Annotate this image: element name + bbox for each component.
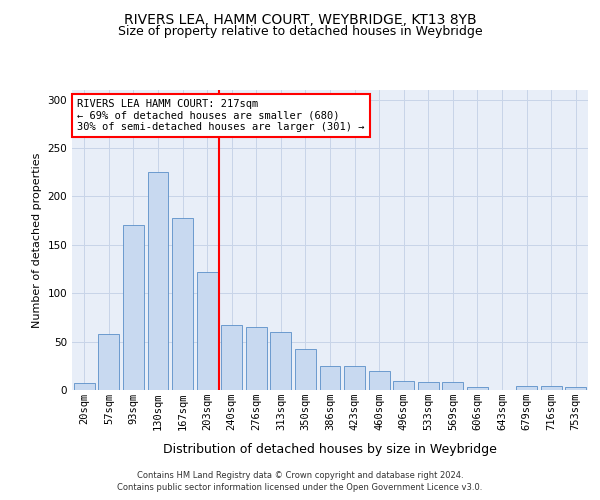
Bar <box>98 334 119 390</box>
Bar <box>344 366 365 390</box>
Bar <box>467 387 488 390</box>
Bar <box>246 327 267 390</box>
Bar <box>295 350 316 390</box>
Bar <box>393 382 414 390</box>
Text: Contains HM Land Registry data © Crown copyright and database right 2024.: Contains HM Land Registry data © Crown c… <box>137 471 463 480</box>
Bar <box>172 218 193 390</box>
Bar <box>565 387 586 390</box>
Bar <box>368 370 389 390</box>
Bar <box>221 325 242 390</box>
Bar <box>442 382 463 390</box>
Text: Distribution of detached houses by size in Weybridge: Distribution of detached houses by size … <box>163 442 497 456</box>
Bar <box>418 382 439 390</box>
Bar <box>516 386 537 390</box>
Bar <box>271 332 292 390</box>
Bar <box>123 226 144 390</box>
Bar <box>320 366 340 390</box>
Bar <box>148 172 169 390</box>
Y-axis label: Number of detached properties: Number of detached properties <box>32 152 42 328</box>
Text: RIVERS LEA HAMM COURT: 217sqm
← 69% of detached houses are smaller (680)
30% of : RIVERS LEA HAMM COURT: 217sqm ← 69% of d… <box>77 99 365 132</box>
Bar <box>74 383 95 390</box>
Bar <box>541 386 562 390</box>
Text: Contains public sector information licensed under the Open Government Licence v3: Contains public sector information licen… <box>118 484 482 492</box>
Text: Size of property relative to detached houses in Weybridge: Size of property relative to detached ho… <box>118 25 482 38</box>
Text: RIVERS LEA, HAMM COURT, WEYBRIDGE, KT13 8YB: RIVERS LEA, HAMM COURT, WEYBRIDGE, KT13 … <box>124 12 476 26</box>
Bar <box>197 272 218 390</box>
